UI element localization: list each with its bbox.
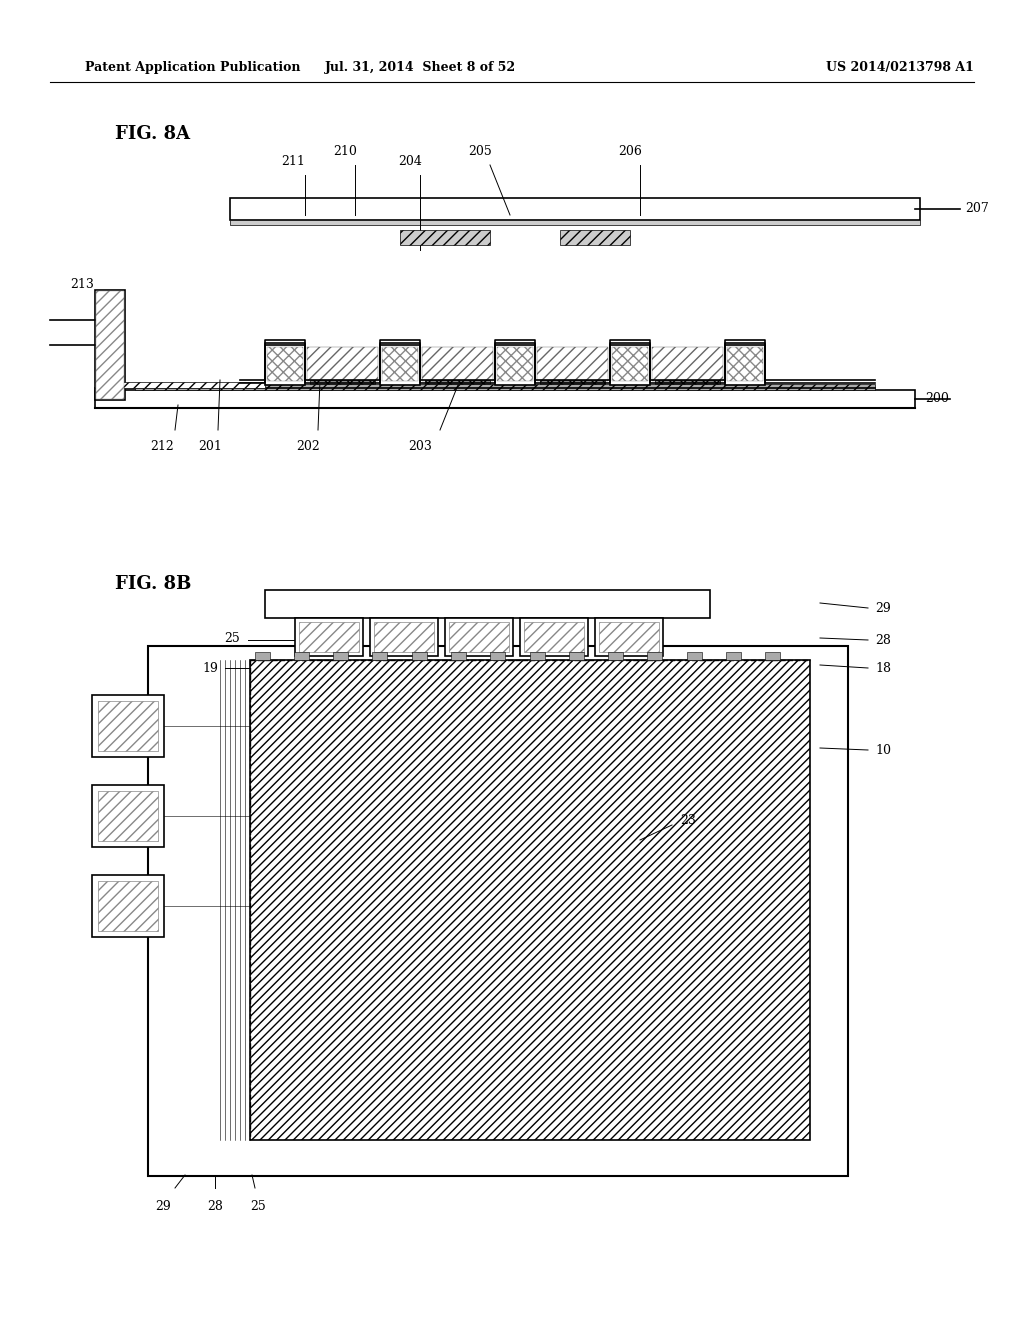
- Bar: [422, 347, 493, 381]
- Bar: [647, 652, 662, 660]
- Bar: [765, 652, 780, 660]
- Text: FIG. 8B: FIG. 8B: [115, 576, 191, 593]
- Bar: [445, 618, 513, 656]
- Bar: [98, 701, 158, 751]
- Bar: [92, 696, 164, 756]
- Text: 10: 10: [874, 743, 891, 756]
- Text: 213: 213: [70, 279, 94, 292]
- Text: 28: 28: [874, 634, 891, 647]
- Text: 205: 205: [468, 145, 492, 158]
- Bar: [520, 618, 588, 656]
- Text: 29: 29: [874, 602, 891, 615]
- Bar: [595, 618, 663, 656]
- Bar: [490, 652, 505, 660]
- Text: 207: 207: [965, 202, 989, 215]
- Bar: [687, 652, 702, 660]
- Bar: [295, 618, 362, 656]
- Bar: [265, 345, 305, 385]
- Bar: [655, 380, 720, 384]
- Bar: [652, 347, 723, 381]
- Bar: [449, 622, 509, 652]
- Text: 204: 204: [398, 154, 422, 168]
- Bar: [400, 230, 490, 246]
- Bar: [310, 380, 375, 384]
- Bar: [333, 652, 348, 660]
- Bar: [95, 381, 265, 388]
- Bar: [451, 652, 466, 660]
- Bar: [92, 875, 164, 937]
- Bar: [374, 622, 434, 652]
- Bar: [726, 652, 741, 660]
- Bar: [267, 347, 303, 381]
- Text: 201: 201: [198, 440, 222, 453]
- Text: 210: 210: [333, 145, 357, 158]
- Text: Jul. 31, 2014  Sheet 8 of 52: Jul. 31, 2014 Sheet 8 of 52: [325, 62, 515, 74]
- Bar: [98, 791, 158, 841]
- Text: 19: 19: [202, 661, 218, 675]
- Bar: [265, 590, 710, 618]
- Text: 200: 200: [925, 392, 949, 405]
- Text: 212: 212: [151, 440, 174, 453]
- Text: 206: 206: [618, 145, 642, 158]
- Bar: [370, 618, 438, 656]
- Bar: [540, 380, 605, 384]
- Text: 25: 25: [250, 1200, 266, 1213]
- Text: 18: 18: [874, 661, 891, 675]
- Text: 23: 23: [680, 813, 696, 826]
- Text: 29: 29: [155, 1200, 171, 1213]
- Text: FIG. 8A: FIG. 8A: [115, 125, 190, 143]
- Bar: [299, 622, 359, 652]
- Bar: [255, 652, 270, 660]
- Bar: [250, 660, 810, 1140]
- Text: 203: 203: [408, 440, 432, 453]
- Text: 211: 211: [281, 154, 305, 168]
- Bar: [294, 652, 309, 660]
- Bar: [230, 220, 920, 224]
- Text: US 2014/0213798 A1: US 2014/0213798 A1: [826, 62, 974, 74]
- Bar: [135, 384, 874, 389]
- Text: Patent Application Publication: Patent Application Publication: [85, 62, 300, 74]
- Text: 25: 25: [224, 631, 240, 644]
- Bar: [727, 347, 763, 381]
- Text: 202: 202: [296, 440, 319, 453]
- Bar: [569, 652, 584, 660]
- Bar: [230, 198, 920, 220]
- Text: 28: 28: [207, 1200, 223, 1213]
- Bar: [608, 652, 623, 660]
- Bar: [524, 622, 584, 652]
- Bar: [92, 785, 164, 847]
- Bar: [537, 347, 608, 381]
- Bar: [95, 389, 915, 408]
- Bar: [380, 345, 420, 385]
- Bar: [307, 347, 378, 381]
- Bar: [372, 652, 387, 660]
- Bar: [96, 290, 124, 399]
- Bar: [497, 347, 534, 381]
- Bar: [382, 347, 418, 381]
- Bar: [560, 230, 630, 246]
- Bar: [412, 652, 427, 660]
- Bar: [95, 290, 125, 400]
- Bar: [495, 345, 535, 385]
- Bar: [612, 347, 648, 381]
- Bar: [98, 880, 158, 931]
- Bar: [530, 652, 545, 660]
- Bar: [725, 345, 765, 385]
- Bar: [599, 622, 659, 652]
- Bar: [610, 345, 650, 385]
- Bar: [425, 380, 490, 384]
- Bar: [148, 645, 848, 1176]
